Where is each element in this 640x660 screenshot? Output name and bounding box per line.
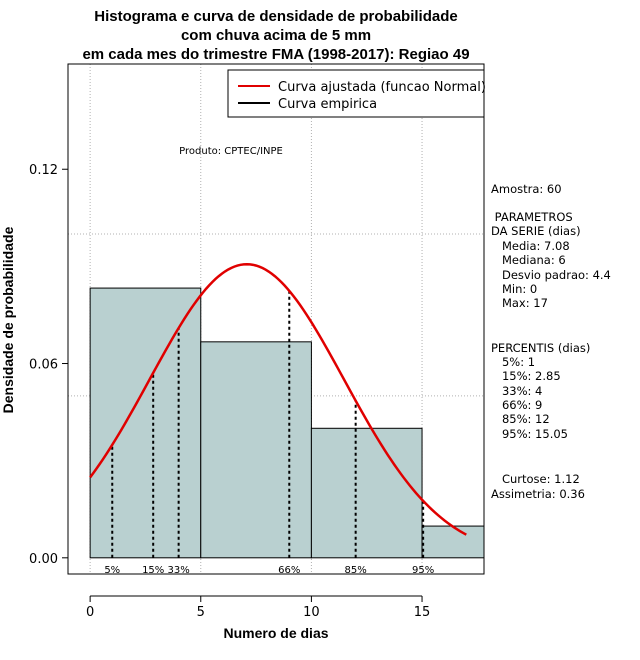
chart-title-line-2: com chuva acima de 5 mm	[181, 27, 371, 44]
x-axis-label: Numero de dias	[223, 625, 328, 641]
side-panel: Amostra: 60 PARAMETROS DA SERIE (dias) M…	[491, 182, 611, 501]
side-sample: Amostra: 60	[491, 182, 562, 196]
side-p85: 85%: 12	[491, 412, 550, 426]
side-mean: Media: 7.08	[491, 239, 570, 253]
side-pct-head: PERCENTIS (dias)	[491, 341, 590, 355]
side-min: Min: 0	[491, 282, 537, 296]
side-skewness: Assimetria: 0.36	[491, 487, 585, 501]
y-tick-label-2: 0.12	[29, 163, 58, 178]
x-tick-label-2: 10	[303, 605, 320, 620]
histogram-bars	[89, 287, 485, 559]
chart-title-line-3: em cada mes do trimestre FMA (1998-2017)…	[82, 46, 469, 63]
percentile-label-1: 15%	[142, 565, 164, 576]
side-p95: 95%: 15.05	[491, 427, 568, 441]
legend-label-empirical: Curva empirica	[278, 97, 377, 112]
percentile-label-5: 95%	[412, 565, 434, 576]
side-p5: 5%: 1	[491, 355, 535, 369]
percentile-lines: 5% 15% 33% 66% 85% 95%	[104, 290, 434, 576]
legend-box	[227, 69, 485, 118]
side-params-head-2: DA SERIE (dias)	[491, 224, 581, 238]
percentile-label-2: 33%	[168, 565, 190, 576]
percentile-label-0: 5%	[104, 565, 120, 576]
percentile-label-3: 66%	[278, 565, 300, 576]
x-tick-label-3: 15	[414, 605, 431, 620]
side-params-head: PARAMETROS	[491, 210, 573, 224]
y-axis: 0.00 0.06 0.12	[29, 163, 69, 567]
percentile-label-4: 85%	[345, 565, 367, 576]
side-sd: Desvio padrao: 4.4	[491, 268, 611, 282]
histogram-bar-3	[421, 525, 485, 559]
legend-label-fitted: Curva ajustada (funcao Normal)	[278, 80, 486, 95]
x-tick-label-1: 5	[197, 605, 205, 620]
legend: Curva ajustada (funcao Normal) Curva emp…	[227, 69, 486, 118]
y-axis-label: Densidade de probabilidade	[0, 226, 16, 413]
title-block: Histograma e curva de densidade de proba…	[82, 8, 469, 63]
x-tick-label-0: 0	[86, 605, 94, 620]
x-axis: 0 5 10 15	[86, 595, 431, 620]
histogram-bar-2	[310, 427, 423, 559]
y-tick-label-1: 0.06	[29, 358, 58, 373]
side-p15: 15%: 2.85	[491, 369, 561, 383]
histogram-bar-1	[200, 341, 312, 559]
histogram-bar-0	[89, 287, 202, 559]
side-kurtosis: Curtose: 1.12	[491, 472, 580, 486]
y-tick-label-0: 0.00	[29, 552, 58, 567]
chart-title-line-1: Histograma e curva de densidade de proba…	[94, 8, 457, 25]
fitted-normal-curve	[89, 262, 467, 536]
side-p33: 33%: 4	[491, 384, 542, 398]
side-max: Max: 17	[491, 296, 548, 310]
product-label: Produto: CPTEC/INPE	[179, 146, 283, 157]
side-median: Mediana: 6	[491, 253, 566, 267]
density-curve	[89, 262, 467, 536]
side-p66: 66%: 9	[491, 398, 542, 412]
